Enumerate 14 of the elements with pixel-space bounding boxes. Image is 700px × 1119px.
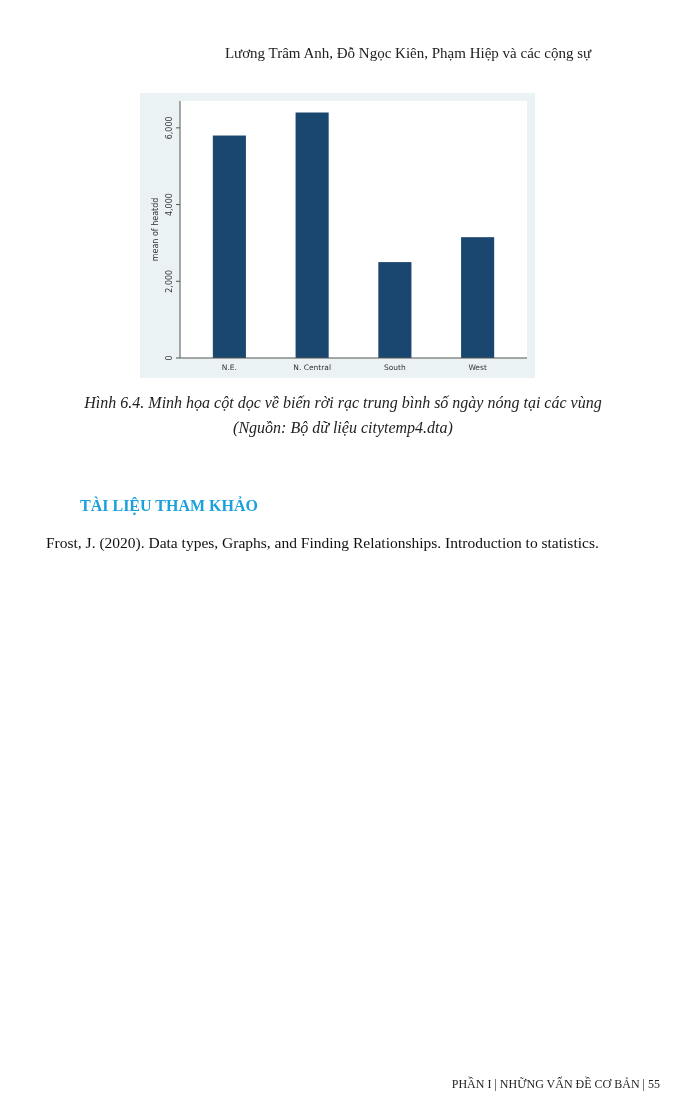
bar [212,135,246,358]
text: PHẦN I | NHỮNG VẤN ĐỀ CƠ BẢN | 55 [451,1076,660,1091]
text: Hình 6.4. Minh họa cột dọc về biến rời rạc trung bình số ngày nóng tại các vùng (Nguồn: Bộ dữ liệu citytemp4.dta) [83,394,602,437]
y-tick-label: 2,000 [165,269,174,293]
text: TÀI LIỆU THAM KHẢO [80,496,258,515]
y-axis-title: mean of heatdd [151,197,160,262]
y-tick-label: 0 [165,355,174,361]
bar [378,262,412,358]
bar [295,112,329,358]
text: Frost, J. (2020). Data types, Graphs, and Finding Relationships. Introduction to statistics. [46,534,599,552]
text: Lương Trâm Anh, Đỗ Ngọc Kiên, Phạm Hiệp và các cộng sự [224,45,592,61]
y-tick-label: 4,000 [165,193,174,217]
y-tick-label: 6,000 [165,116,174,140]
bar [461,237,495,358]
